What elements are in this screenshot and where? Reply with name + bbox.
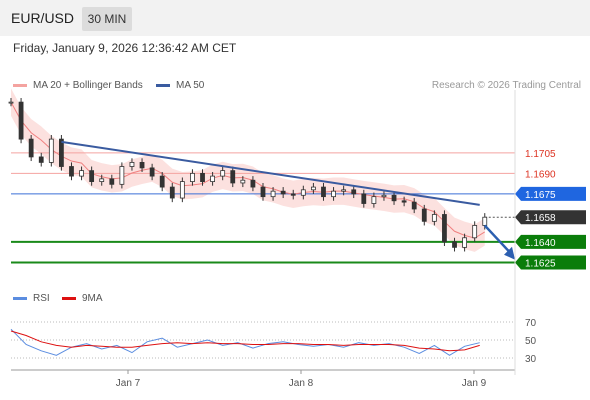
price-candle (129, 162, 135, 167)
price-candle (149, 167, 155, 177)
legend-ma20-label: MA 20 + Bollinger Bands (33, 80, 143, 91)
price-candle (38, 156, 44, 163)
level-label-1658-bg (515, 210, 586, 225)
price-candle (280, 190, 286, 195)
price-candle (341, 189, 347, 192)
price-candle (169, 186, 175, 199)
level-label-1675: 1.1675 (525, 190, 556, 201)
ma9-swatch (62, 296, 76, 300)
level-label-1640-bg (515, 234, 586, 249)
price-candle (431, 214, 437, 222)
x-tick-label: Jan 9 (462, 378, 487, 389)
ma50-swatch (156, 83, 170, 87)
price-candle (190, 172, 195, 182)
price-candle (260, 186, 266, 198)
rsi-line (10, 328, 480, 356)
price-candle (8, 101, 14, 104)
price-candle (48, 138, 54, 163)
price-candle (290, 193, 296, 196)
price-candle (250, 179, 256, 188)
rsi-swatch (13, 296, 27, 300)
price-candle (159, 175, 165, 188)
legend-ma50: MA 50 (156, 80, 204, 91)
price-candle (442, 214, 447, 243)
price-candle (361, 193, 367, 204)
trendline (61, 140, 480, 206)
legend-ma9-label: 9MA (82, 293, 103, 304)
price-candle (119, 166, 125, 185)
price-candle (391, 194, 397, 202)
x-tick-label: Jan 7 (116, 378, 141, 389)
price-candle (99, 178, 105, 182)
price-candle (300, 189, 306, 196)
legend-ma20: MA 20 + Bollinger Bands (13, 80, 143, 91)
credit-text: Research © 2026 Trading Central (431, 80, 581, 91)
rsi-tick-label: 30 (525, 354, 537, 365)
price-series (8, 98, 488, 252)
timeframe-badge[interactable]: 30 MIN (82, 7, 132, 31)
rsi-tick-label: 50 (525, 336, 537, 347)
pair-label: EUR/USD (11, 10, 75, 26)
price-candle (310, 186, 316, 191)
price-candle (28, 138, 34, 158)
rsi-tick-label: 70 (525, 318, 537, 329)
price-candle (79, 170, 84, 177)
price-candle (18, 101, 24, 140)
price-candle (109, 178, 115, 185)
price-candle (139, 162, 145, 169)
datetime-label: Friday, January 9, 2026 12:36:42 AM CET (13, 41, 237, 55)
price-candle (89, 170, 95, 182)
level-label-1640: 1.1640 (525, 238, 556, 249)
price-candle (452, 241, 457, 248)
price-candle (230, 170, 236, 184)
price-candle (331, 190, 336, 198)
price-candle (69, 166, 74, 177)
legend-ma9: 9MA (62, 293, 103, 304)
price-candle (482, 216, 488, 226)
forecast-arrow-head (504, 246, 515, 260)
level-label-1675-bg (515, 186, 586, 201)
level-label-1625-bg (515, 255, 586, 270)
price-candle (210, 175, 216, 182)
price-candle (421, 208, 427, 222)
price-candle (371, 196, 377, 204)
price-candle (240, 179, 246, 184)
price-candle (462, 237, 468, 248)
price-candle (351, 189, 357, 195)
x-tick-label: Jan 8 (289, 378, 314, 389)
ma20-swatch (13, 83, 27, 87)
price-candle (59, 138, 64, 167)
header-bar: EUR/USD 30 MIN (0, 0, 590, 36)
level-label-1658: 1.1658 (525, 213, 556, 224)
legend-rsi: RSI (13, 293, 50, 304)
price-candle (401, 200, 407, 203)
price-candle (321, 186, 326, 198)
level-label-1705: 1.1705 (525, 149, 556, 160)
price-candle (381, 194, 387, 198)
price-candle (200, 172, 205, 182)
level-label-1690: 1.1690 (525, 169, 556, 180)
price-candle (472, 225, 478, 239)
price-candle (411, 201, 417, 210)
price-candle (270, 190, 276, 198)
price-candle (220, 170, 226, 177)
legend-ma50-label: MA 50 (176, 80, 205, 91)
legend-rsi-label: RSI (33, 293, 50, 304)
ma9-line (10, 330, 480, 352)
price-candle (179, 181, 185, 199)
level-label-1625: 1.1625 (525, 258, 556, 269)
